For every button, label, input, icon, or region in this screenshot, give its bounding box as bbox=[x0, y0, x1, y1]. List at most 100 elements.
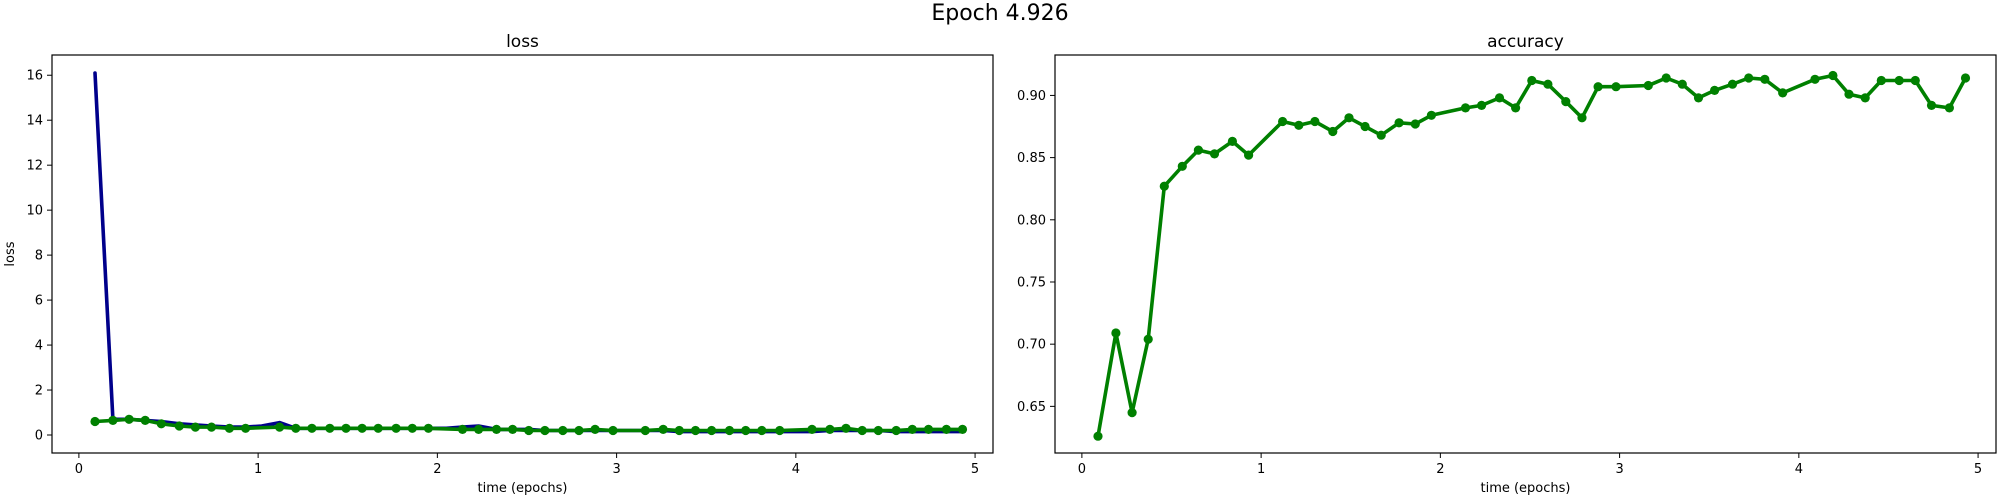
data-point bbox=[90, 416, 100, 427]
y-tick-label: 14 bbox=[26, 114, 43, 129]
y-tick-label: 6 bbox=[35, 294, 43, 309]
x-tick-label: 0 bbox=[75, 462, 83, 477]
figure-suptitle: Epoch 4.926 bbox=[931, 1, 1068, 26]
data-point bbox=[275, 422, 285, 432]
data-point bbox=[690, 425, 701, 436]
x-tick-label: 5 bbox=[971, 462, 979, 477]
x-tick-label: 4 bbox=[792, 462, 800, 477]
data-point bbox=[1328, 126, 1338, 137]
data-point bbox=[341, 423, 351, 433]
data-point bbox=[156, 419, 166, 429]
data-point bbox=[108, 415, 118, 425]
y-tick-label: 8 bbox=[35, 249, 43, 264]
data-point bbox=[757, 425, 767, 436]
data-point bbox=[1744, 73, 1754, 83]
data-point bbox=[775, 425, 785, 436]
y-tick-label: 16 bbox=[26, 69, 43, 84]
data-point bbox=[140, 415, 150, 425]
y-tick-label: 10 bbox=[26, 204, 43, 219]
data-point bbox=[540, 425, 550, 436]
x-axis-label: time (epochs) bbox=[1480, 481, 1570, 496]
data-point bbox=[1127, 408, 1137, 418]
data-point bbox=[841, 423, 851, 433]
data-point bbox=[507, 424, 518, 434]
data-point bbox=[391, 423, 401, 433]
data-point bbox=[941, 424, 952, 434]
accuracy-panel: 0 1 2 3 4 5 0.65 0.70 0.75 0.80 0.85 0.90 accuracy ti… bbox=[1017, 32, 1997, 496]
data-point bbox=[1360, 121, 1370, 132]
data-point bbox=[373, 423, 383, 433]
data-point bbox=[1394, 118, 1404, 128]
data-point bbox=[658, 424, 668, 434]
data-point bbox=[807, 424, 817, 434]
y-tick-label: 2 bbox=[35, 384, 43, 399]
x-tick-label: 1 bbox=[254, 462, 262, 477]
data-point bbox=[1910, 75, 1920, 86]
data-point bbox=[907, 424, 917, 434]
data-point bbox=[923, 424, 934, 434]
panel-title: loss bbox=[506, 32, 539, 52]
data-point bbox=[825, 424, 835, 434]
data-point bbox=[857, 425, 867, 436]
data-point bbox=[1760, 74, 1770, 84]
data-point bbox=[1460, 103, 1471, 113]
data-point bbox=[558, 425, 568, 436]
x-tick-label: 2 bbox=[433, 462, 441, 477]
data-point bbox=[1193, 145, 1203, 155]
data-point bbox=[1643, 80, 1653, 91]
data-point bbox=[1209, 149, 1220, 159]
data-point bbox=[524, 425, 534, 436]
data-point bbox=[423, 423, 433, 433]
data-point bbox=[190, 422, 200, 432]
data-point bbox=[608, 425, 618, 436]
data-point bbox=[1778, 88, 1788, 98]
data-point bbox=[1926, 100, 1937, 110]
y-tick-label: 12 bbox=[26, 159, 43, 174]
series-line-0 bbox=[1096, 73, 1968, 439]
data-point bbox=[1494, 93, 1505, 103]
data-point bbox=[124, 414, 134, 424]
data-point bbox=[491, 424, 502, 434]
data-point bbox=[206, 422, 217, 432]
y-axis-label: loss bbox=[3, 241, 18, 266]
data-point bbox=[325, 423, 335, 433]
data-point bbox=[307, 423, 317, 433]
data-point bbox=[1511, 103, 1521, 113]
x-tick-label: 1 bbox=[1257, 462, 1265, 477]
plot-frame bbox=[51, 54, 994, 454]
data-point bbox=[741, 425, 751, 436]
y-tick-label: 4 bbox=[35, 339, 43, 354]
data-point bbox=[407, 423, 417, 433]
data-point bbox=[1710, 85, 1720, 95]
x-axis-label: time (epochs) bbox=[477, 481, 567, 496]
series-line-0 bbox=[93, 71, 965, 434]
data-point bbox=[1143, 334, 1153, 344]
data-point bbox=[1093, 431, 1103, 441]
data-point bbox=[574, 425, 584, 436]
data-point bbox=[1661, 73, 1671, 83]
data-point bbox=[174, 421, 184, 431]
plot-frame bbox=[1054, 54, 1997, 454]
x-tick-label: 4 bbox=[1795, 462, 1803, 477]
panel-title: accuracy bbox=[1487, 32, 1564, 52]
data-point bbox=[1426, 110, 1436, 120]
data-point bbox=[1593, 82, 1603, 92]
data-point bbox=[724, 425, 735, 436]
x-tick-label: 3 bbox=[1615, 462, 1623, 477]
data-point bbox=[1677, 79, 1687, 89]
data-point bbox=[1828, 70, 1838, 81]
data-point bbox=[1527, 75, 1537, 86]
data-point bbox=[1410, 119, 1420, 129]
data-point bbox=[1477, 100, 1487, 110]
data-point bbox=[1860, 93, 1870, 103]
data-point bbox=[357, 423, 367, 433]
y-tick-label: 0.65 bbox=[1017, 400, 1046, 415]
data-point bbox=[891, 425, 901, 436]
y-tick-label: 0.90 bbox=[1017, 89, 1046, 104]
data-point bbox=[590, 424, 600, 434]
x-tick-label: 3 bbox=[612, 462, 620, 477]
data-point bbox=[1310, 116, 1320, 127]
data-point bbox=[1810, 74, 1820, 84]
data-point bbox=[1177, 161, 1187, 171]
